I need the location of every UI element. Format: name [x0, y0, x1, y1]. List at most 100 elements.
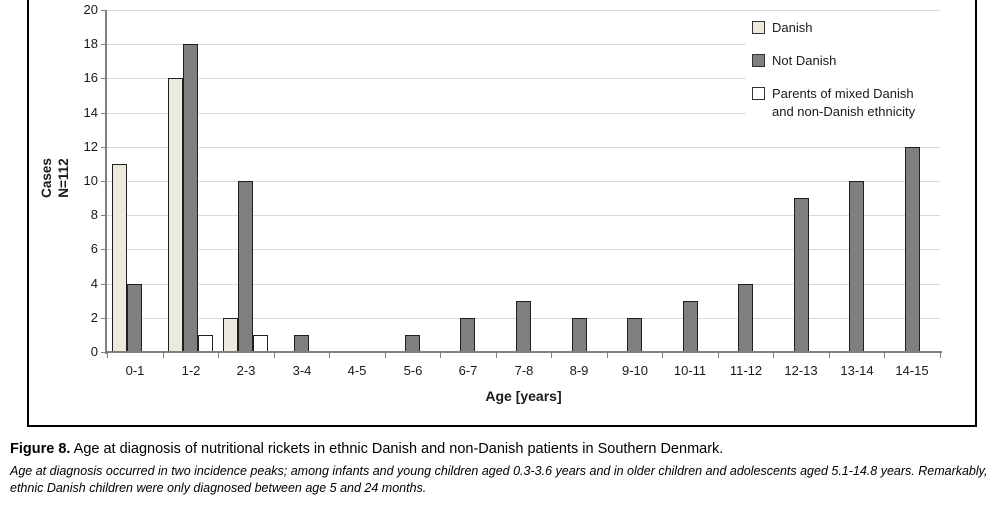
x-axis-tick-label: 2-3 — [236, 363, 256, 378]
y-axis-tick-label: 12 — [83, 139, 98, 154]
figure-caption-title: Age at diagnosis of nutritional rickets … — [70, 441, 724, 457]
bar-not-danish-7-8 — [516, 301, 531, 352]
y-axis-tick-label: 16 — [83, 70, 98, 85]
x-axis-tick — [607, 353, 608, 358]
y-axis-tick — [101, 318, 107, 319]
bar-danish-2-3 — [223, 318, 238, 352]
x-axis-tick-label: 4-5 — [347, 363, 367, 378]
y-axis-tick-label: 14 — [83, 105, 98, 120]
bar-danish-1-2 — [168, 78, 183, 352]
legend-item-mixed: Parents of mixed Danish and non-Danish e… — [752, 85, 940, 121]
legend-label-danish: Danish — [772, 20, 813, 35]
x-axis-tick — [662, 353, 663, 358]
figure-note-line1: Age at diagnosis occurred in two inciden… — [10, 464, 988, 478]
y-axis-tick — [101, 181, 107, 182]
legend-label-not-danish: Not Danish — [772, 53, 837, 68]
x-axis-tick — [440, 353, 441, 358]
x-axis-tick-label: 9-10 — [621, 363, 649, 378]
x-axis-tick-label: 1-2 — [181, 363, 201, 378]
bar-parents-of-mixed-danish-and-non-danish-ethnicity-2-3 — [253, 335, 268, 352]
y-axis-tick-label: 10 — [83, 173, 98, 188]
x-axis-tick — [773, 353, 774, 358]
y-axis-tick-label: 0 — [90, 344, 98, 359]
gridline — [107, 147, 940, 148]
bar-not-danish-1-2 — [183, 44, 198, 352]
gridline — [107, 181, 940, 182]
gridline — [107, 284, 940, 285]
x-axis-tick — [551, 353, 552, 358]
y-axis-tick — [101, 352, 107, 353]
figure-note-line2: ethnic Danish children were only diagnos… — [10, 480, 427, 495]
x-axis-tick — [274, 353, 275, 358]
x-axis-tick-label: 8-9 — [569, 363, 589, 378]
bar-not-danish-6-7 — [460, 318, 475, 352]
x-axis-tick-label: 12-13 — [784, 363, 818, 378]
y-axis-title-line1: Cases — [39, 158, 54, 198]
x-axis-tick — [884, 353, 885, 358]
y-axis-tick — [101, 284, 107, 285]
bar-not-danish-14-15 — [905, 147, 920, 352]
legend-label-mixed: Parents of mixed Danish and non-Danish e… — [772, 86, 916, 119]
danish-series-marker-icon — [752, 21, 765, 34]
bar-not-danish-11-12 — [738, 284, 753, 352]
x-axis-tick-label: 5-6 — [403, 363, 423, 378]
x-axis-tick-label: 0-1 — [125, 363, 145, 378]
x-axis-tick — [385, 353, 386, 358]
y-axis-tick — [101, 147, 107, 148]
gridline — [107, 44, 940, 45]
gridline — [107, 215, 940, 216]
y-axis-line — [105, 10, 107, 354]
y-axis-title-line2: N=112 — [56, 158, 71, 198]
x-axis-tick — [218, 353, 219, 358]
x-axis-line — [105, 351, 942, 353]
legend-item-danish: Danish — [752, 19, 940, 37]
figure-caption-label: Figure 8. — [10, 441, 71, 457]
figure-caption: Figure 8. Age at diagnosis of nutritiona… — [10, 441, 723, 457]
y-axis-tick — [101, 249, 107, 250]
x-axis-tick — [718, 353, 719, 358]
y-axis-tick-label: 4 — [90, 276, 98, 291]
gridline — [107, 249, 940, 250]
y-axis-tick — [101, 215, 107, 216]
x-axis-tick — [829, 353, 830, 358]
y-axis-tick-label: 20 — [83, 2, 98, 17]
y-axis-tick-label: 8 — [90, 207, 98, 222]
y-axis-tick-label: 2 — [90, 310, 98, 325]
bar-not-danish-8-9 — [572, 318, 587, 352]
y-axis-tick — [101, 44, 107, 45]
x-axis-tick-label: 13-14 — [840, 363, 874, 378]
gridline — [107, 113, 940, 114]
x-axis-tick-label: 6-7 — [458, 363, 478, 378]
y-axis-tick — [101, 113, 107, 114]
bar-danish-0-1 — [112, 164, 127, 352]
y-axis-tick-label: 6 — [90, 241, 98, 256]
y-axis-tick — [101, 78, 107, 79]
x-axis-title: Age [years] — [485, 388, 562, 404]
x-axis-tick-label: 3-4 — [292, 363, 312, 378]
bar-not-danish-12-13 — [794, 198, 809, 352]
x-axis-tick-label: 10-11 — [673, 363, 707, 378]
bar-not-danish-3-4 — [294, 335, 309, 352]
bar-not-danish-9-10 — [627, 318, 642, 352]
bar-not-danish-5-6 — [405, 335, 420, 352]
x-axis-tick — [940, 353, 941, 358]
x-axis-tick-label: 14-15 — [895, 363, 929, 378]
x-axis-tick-label: 7-8 — [514, 363, 534, 378]
bar-not-danish-2-3 — [238, 181, 253, 352]
x-axis-tick — [163, 353, 164, 358]
bar-not-danish-0-1 — [127, 284, 142, 352]
chart-legend: Danish Not Danish Parents of mixed Danis… — [746, 13, 940, 127]
x-axis-tick — [329, 353, 330, 358]
x-axis-tick-label: 11-12 — [729, 363, 763, 378]
gridline — [107, 78, 940, 79]
legend-item-not-danish: Not Danish — [752, 52, 940, 70]
x-axis-tick — [496, 353, 497, 358]
figure-note: Age at diagnosis occurred in two inciden… — [10, 463, 987, 496]
bar-parents-of-mixed-danish-and-non-danish-ethnicity-1-2 — [198, 335, 213, 352]
mixed-series-marker-icon — [752, 87, 765, 100]
x-axis-tick — [107, 353, 108, 358]
not-danish-series-marker-icon — [752, 54, 765, 67]
bar-not-danish-13-14 — [849, 181, 864, 352]
